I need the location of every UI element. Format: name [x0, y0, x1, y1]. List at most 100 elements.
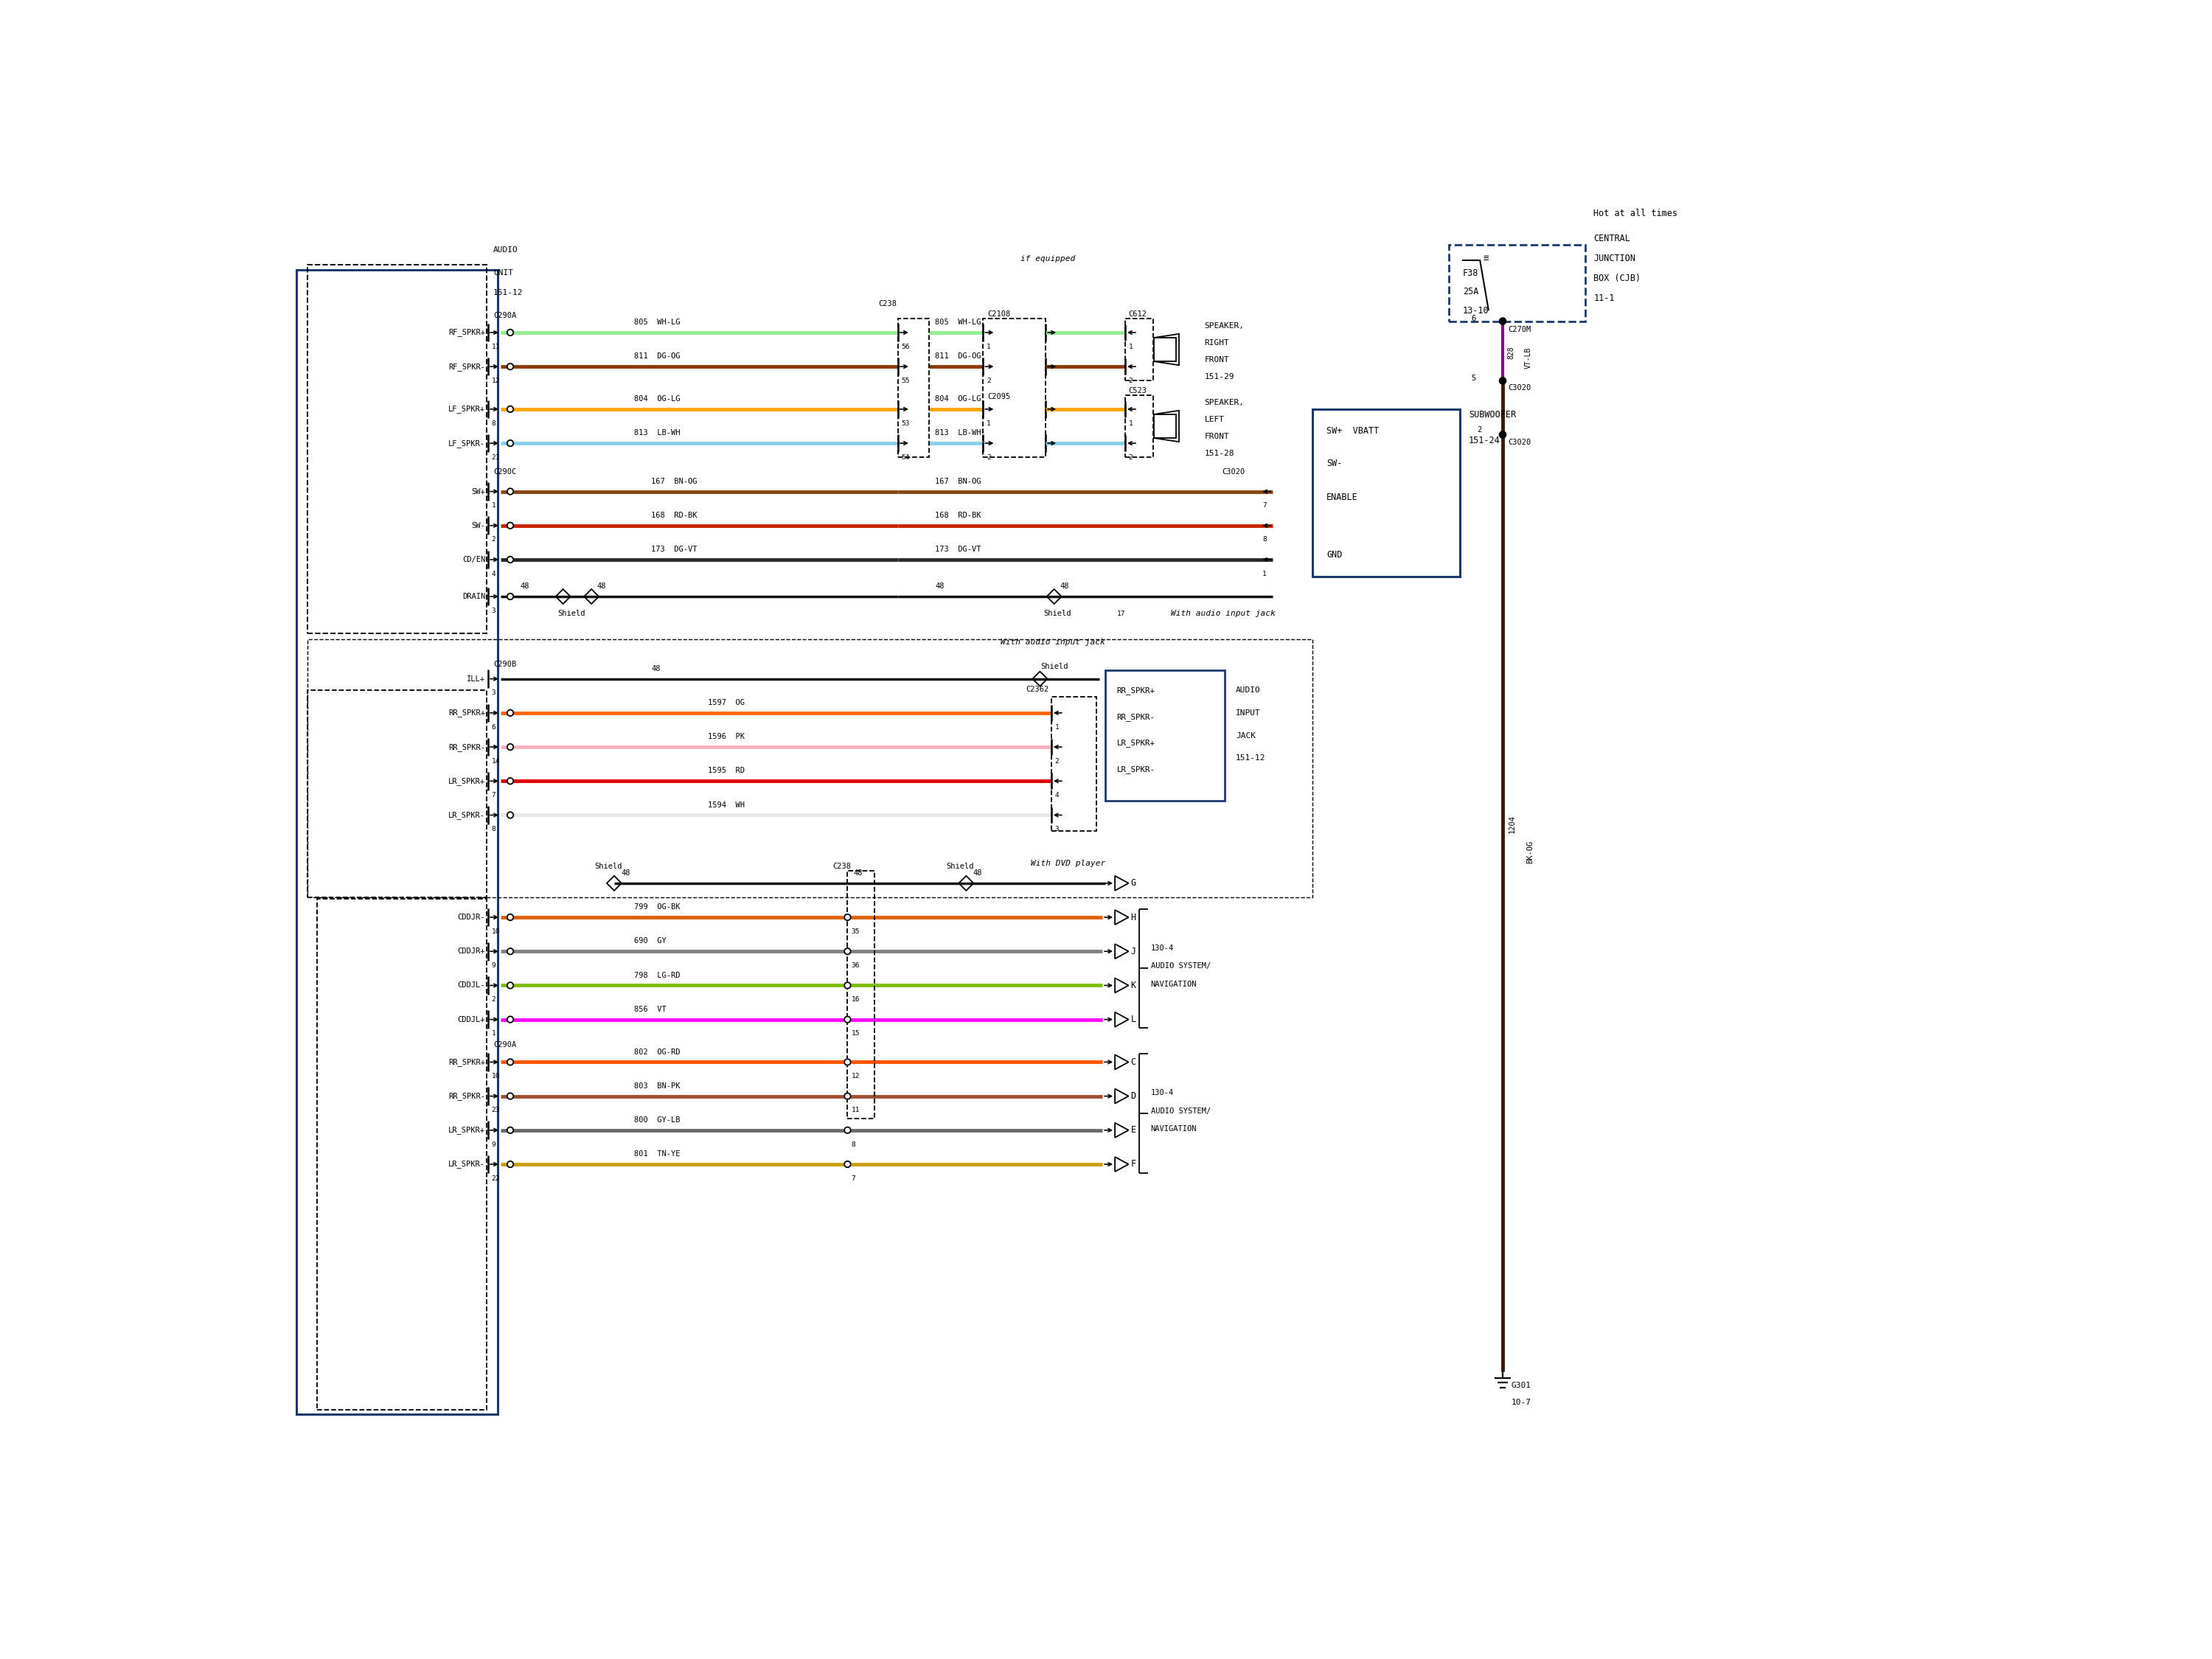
- Text: 130-4: 130-4: [1150, 1088, 1175, 1097]
- Text: 55: 55: [902, 378, 909, 385]
- Text: 48: 48: [854, 869, 863, 876]
- Text: RR_SPKR+: RR_SPKR+: [449, 708, 484, 717]
- Circle shape: [507, 488, 513, 494]
- Text: LR_SPKR+: LR_SPKR+: [449, 1126, 484, 1135]
- Text: Hot at all times: Hot at all times: [1593, 209, 1677, 217]
- Text: INPUT: INPUT: [1237, 708, 1261, 717]
- Circle shape: [507, 1126, 513, 1133]
- Text: 2: 2: [987, 455, 991, 461]
- Circle shape: [845, 1161, 852, 1168]
- Circle shape: [507, 811, 513, 818]
- Text: 48: 48: [597, 582, 606, 591]
- Text: LR_SPKR-: LR_SPKR-: [449, 811, 484, 820]
- Text: C290C: C290C: [493, 468, 515, 474]
- Text: 1: 1: [491, 1030, 495, 1037]
- Text: UNIT: UNIT: [493, 269, 513, 277]
- Text: With audio input jack: With audio input jack: [1170, 611, 1276, 617]
- Text: 17: 17: [1117, 611, 1126, 617]
- Text: 3: 3: [1055, 826, 1060, 833]
- Text: 2: 2: [987, 378, 991, 385]
- Text: SW+  VBATT: SW+ VBATT: [1327, 426, 1380, 436]
- Text: 167  BN-OG: 167 BN-OG: [650, 478, 697, 484]
- Circle shape: [507, 982, 513, 989]
- Text: K: K: [1130, 980, 1137, 990]
- Text: CENTRAL: CENTRAL: [1593, 234, 1630, 244]
- Text: 4: 4: [491, 571, 495, 577]
- Text: AUDIO: AUDIO: [493, 247, 518, 254]
- Text: Shield: Shield: [1040, 662, 1068, 670]
- Text: 48: 48: [622, 869, 630, 876]
- Circle shape: [845, 1058, 852, 1065]
- Text: 3: 3: [491, 690, 495, 697]
- Text: LR_SPKR-: LR_SPKR-: [449, 1160, 484, 1168]
- Circle shape: [507, 1093, 513, 1100]
- Text: With DVD player: With DVD player: [1031, 859, 1106, 868]
- Text: 3: 3: [491, 607, 495, 614]
- Text: LR_SPKR+: LR_SPKR+: [1117, 738, 1155, 747]
- Text: 801  TN-YE: 801 TN-YE: [635, 1150, 679, 1158]
- Text: 36: 36: [852, 962, 860, 969]
- Text: G301: G301: [1511, 1382, 1531, 1389]
- Text: 2: 2: [1478, 426, 1482, 435]
- Text: 7: 7: [852, 1175, 856, 1181]
- Circle shape: [507, 406, 513, 413]
- Text: JACK: JACK: [1237, 732, 1256, 740]
- Text: 11: 11: [491, 343, 500, 350]
- Text: 12: 12: [852, 1073, 860, 1080]
- Text: 10: 10: [491, 1073, 500, 1080]
- Text: 48: 48: [520, 582, 529, 591]
- Text: 1: 1: [1128, 343, 1133, 350]
- Text: 1: 1: [987, 420, 991, 426]
- Text: 811  DG-OG: 811 DG-OG: [635, 353, 679, 360]
- Bar: [1155, 338, 1177, 362]
- Text: 10: 10: [491, 927, 500, 934]
- Text: Shield: Shield: [1044, 611, 1071, 617]
- Text: ILL+: ILL+: [467, 675, 484, 682]
- Text: 1597  OG: 1597 OG: [708, 698, 745, 707]
- Text: CDDJR-: CDDJR-: [458, 914, 484, 921]
- Circle shape: [1500, 377, 1506, 385]
- Text: 25A: 25A: [1462, 287, 1478, 297]
- Text: AUDIO SYSTEM/: AUDIO SYSTEM/: [1150, 962, 1210, 971]
- Text: C3020: C3020: [1509, 440, 1531, 446]
- Text: 804  OG-LG: 804 OG-LG: [635, 395, 679, 403]
- Text: RR_SPKR-: RR_SPKR-: [449, 1092, 484, 1100]
- Text: 48: 48: [1060, 582, 1068, 591]
- Text: 16: 16: [852, 997, 860, 1004]
- Text: 173  DG-VT: 173 DG-VT: [650, 546, 697, 552]
- Text: ENABLE: ENABLE: [1327, 493, 1358, 503]
- Text: D: D: [1130, 1092, 1137, 1102]
- Text: 151-28: 151-28: [1206, 450, 1234, 458]
- Text: C3020: C3020: [1221, 468, 1245, 474]
- Text: 168  RD-BK: 168 RD-BK: [650, 511, 697, 519]
- Text: DRAIN: DRAIN: [462, 592, 484, 601]
- Text: 804  OG-LG: 804 OG-LG: [936, 395, 982, 403]
- Text: JUNCTION: JUNCTION: [1593, 254, 1635, 264]
- Text: 2: 2: [1128, 378, 1133, 385]
- Text: E: E: [1130, 1125, 1137, 1135]
- Text: 8: 8: [491, 420, 495, 426]
- Text: 800  GY-LB: 800 GY-LB: [635, 1117, 679, 1123]
- Text: 4: 4: [1055, 791, 1060, 798]
- Text: 803  BN-PK: 803 BN-PK: [635, 1082, 679, 1090]
- Text: RR_SPKR+: RR_SPKR+: [1117, 687, 1155, 693]
- Text: SPEAKER,: SPEAKER,: [1206, 322, 1245, 330]
- Circle shape: [507, 710, 513, 717]
- Text: C: C: [1130, 1057, 1137, 1067]
- Text: 2: 2: [1055, 758, 1060, 765]
- Text: 151-24: 151-24: [1469, 436, 1500, 445]
- Text: 9: 9: [491, 1141, 495, 1148]
- Text: SPEAKER,: SPEAKER,: [1206, 398, 1245, 406]
- Text: 48: 48: [936, 582, 945, 591]
- Text: G: G: [1130, 878, 1137, 888]
- Text: 12: 12: [491, 378, 500, 385]
- Text: 35: 35: [852, 927, 860, 934]
- Text: 6: 6: [1471, 315, 1475, 322]
- Text: Shield: Shield: [947, 863, 973, 869]
- Text: FRONT: FRONT: [1206, 433, 1230, 440]
- Text: 5: 5: [1471, 375, 1475, 382]
- Circle shape: [507, 440, 513, 446]
- Text: 1594  WH: 1594 WH: [708, 801, 745, 808]
- Circle shape: [507, 1058, 513, 1065]
- Text: 8: 8: [852, 1141, 856, 1148]
